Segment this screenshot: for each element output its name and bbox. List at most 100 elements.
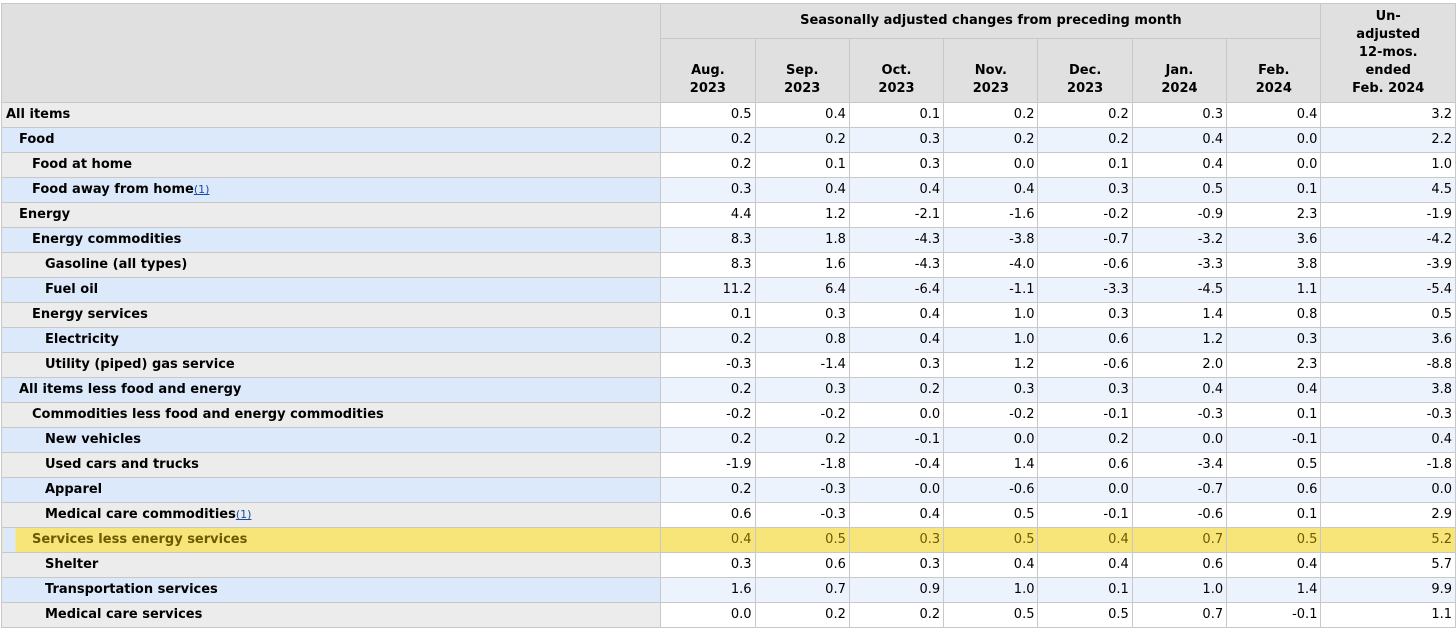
row-label-text: Energy commodities (32, 232, 182, 247)
unadjusted-value-cell: 1.0 (1320, 152, 1456, 178)
value-cell: 0.3 (754, 302, 850, 328)
value-cell: 0.3 (1037, 302, 1133, 328)
value-cell: 0.0 (660, 602, 756, 628)
value-cell: -2.1 (848, 202, 945, 228)
value-cell: 0.5 (660, 102, 756, 128)
unadjusted-value-cell: 3.6 (1320, 327, 1456, 353)
table-row: Transportation services 1.6 0.7 0.9 1.0 0.1 1.… (0, 577, 1456, 603)
value-cell: 0.3 (848, 152, 945, 178)
row-label: All items (0, 102, 662, 128)
value-cell: 0.1 (1226, 402, 1322, 428)
value-cell: 0.0 (848, 402, 945, 428)
value-cell: 0.1 (1037, 152, 1133, 178)
value-cell: 0.1 (754, 152, 850, 178)
value-cell: -3.3 (1037, 277, 1133, 303)
row-label: Shelter (0, 552, 662, 578)
value-cell: 0.2 (848, 602, 945, 628)
value-cell: 0.4 (1226, 552, 1322, 578)
row-label: Food away from home(1) (0, 177, 662, 203)
value-cell: -3.2 (1131, 227, 1228, 253)
month-year: 2023 (972, 81, 1009, 96)
value-cell: 0.2 (660, 477, 756, 503)
month-label: Aug. (691, 63, 725, 78)
value-cell: 0.7 (754, 577, 850, 603)
table-row: Food away from home(1) 0.3 0.4 0.4 0.4 0.3 0.5… (0, 177, 1456, 203)
table-row: Food at home 0.2 0.1 0.3 0.0 0.1 0.4 0.0 1.0 (0, 152, 1456, 178)
value-cell: 0.0 (848, 477, 945, 503)
table-row: All items 0.5 0.4 0.1 0.2 0.2 0.3 0.4 3.2 (0, 102, 1456, 128)
row-label: Food at home (0, 152, 662, 178)
value-cell: -0.6 (1131, 502, 1228, 528)
month-label: Feb. (1258, 63, 1290, 78)
value-cell: 0.5 (943, 602, 1039, 628)
value-cell: 0.2 (754, 427, 850, 453)
table-row: Electricity 0.2 0.8 0.4 1.0 0.6 1.2 0.3 3.6 (0, 327, 1456, 353)
footnote-link[interactable]: (1) (193, 183, 210, 196)
value-cell: -0.3 (754, 477, 850, 503)
row-label-text: Transportation services (45, 582, 218, 597)
value-cell: 0.6 (754, 552, 850, 578)
value-cell: 0.3 (660, 552, 756, 578)
unadjusted-value-cell: 9.9 (1320, 577, 1456, 603)
row-label-text: Services less energy services (32, 532, 248, 547)
value-cell: 0.6 (660, 502, 756, 528)
unadjusted-value-cell: 2.9 (1320, 502, 1456, 528)
row-label: Energy commodities (0, 227, 662, 253)
value-cell: 1.0 (943, 302, 1039, 328)
month-header: Aug. 2023 (660, 38, 756, 103)
value-cell: 0.4 (1131, 152, 1228, 178)
month-header: Jan. 2024 (1131, 38, 1228, 103)
value-cell: 1.2 (943, 352, 1039, 378)
value-cell: 1.0 (1131, 577, 1228, 603)
value-cell: -3.4 (1131, 452, 1228, 478)
value-cell: -1.8 (754, 452, 850, 478)
value-cell: 1.2 (754, 202, 850, 228)
table-row: Commodities less food and energy commodi… (0, 402, 1456, 428)
value-cell: -0.7 (1037, 227, 1133, 253)
value-cell: -0.2 (660, 402, 756, 428)
value-cell: 3.8 (1226, 252, 1322, 278)
value-cell: 0.3 (848, 127, 945, 153)
unadjusted-value-cell: 2.2 (1320, 127, 1456, 153)
value-cell: 0.5 (754, 527, 850, 553)
row-label: Medical care services (0, 602, 662, 628)
value-cell: 0.3 (1037, 377, 1133, 403)
value-cell: 0.2 (943, 102, 1039, 128)
row-label: Medical care commodities(1) (0, 502, 662, 528)
value-cell: -0.9 (1131, 202, 1228, 228)
row-label-text: Commodities less food and energy commodi… (32, 407, 384, 422)
value-cell: 0.6 (1037, 452, 1133, 478)
value-cell: 0.0 (1226, 152, 1322, 178)
unadjusted-value-cell: 5.7 (1320, 552, 1456, 578)
value-cell: -0.6 (943, 477, 1039, 503)
row-label-text: Medical care services (45, 607, 203, 622)
value-cell: 0.5 (943, 527, 1039, 553)
row-label: Used cars and trucks (0, 452, 662, 478)
value-cell: -1.4 (754, 352, 850, 378)
value-cell: -4.5 (1131, 277, 1228, 303)
value-cell: -0.2 (754, 402, 850, 428)
value-cell: 0.0 (943, 152, 1039, 178)
value-cell: 0.2 (848, 377, 945, 403)
value-cell: 0.4 (1037, 527, 1133, 553)
unadjusted-value-cell: -5.4 (1320, 277, 1456, 303)
value-cell: 4.4 (660, 202, 756, 228)
row-label-text: Gasoline (all types) (45, 257, 188, 272)
footnote-link[interactable]: (1) (235, 508, 252, 521)
row-label-text: Used cars and trucks (45, 457, 199, 472)
unadjusted-value-cell: 5.2 (1320, 527, 1456, 553)
unadjusted-header: Un- adjusted 12-mos. ended Feb. 2024 (1320, 3, 1456, 103)
value-cell: -0.3 (660, 352, 756, 378)
row-label: New vehicles (0, 427, 662, 453)
unadjusted-value-cell: 3.8 (1320, 377, 1456, 403)
value-cell: 0.4 (1226, 102, 1322, 128)
row-label: Transportation services (0, 577, 662, 603)
row-label-text: Food (19, 132, 55, 147)
value-cell: 0.2 (943, 127, 1039, 153)
value-cell: 0.2 (754, 127, 850, 153)
month-year: 2024 (1255, 81, 1292, 96)
value-cell: -0.3 (1131, 402, 1228, 428)
month-year: 2023 (784, 81, 821, 96)
value-cell: 0.2 (1037, 102, 1133, 128)
value-cell: 0.3 (848, 352, 945, 378)
